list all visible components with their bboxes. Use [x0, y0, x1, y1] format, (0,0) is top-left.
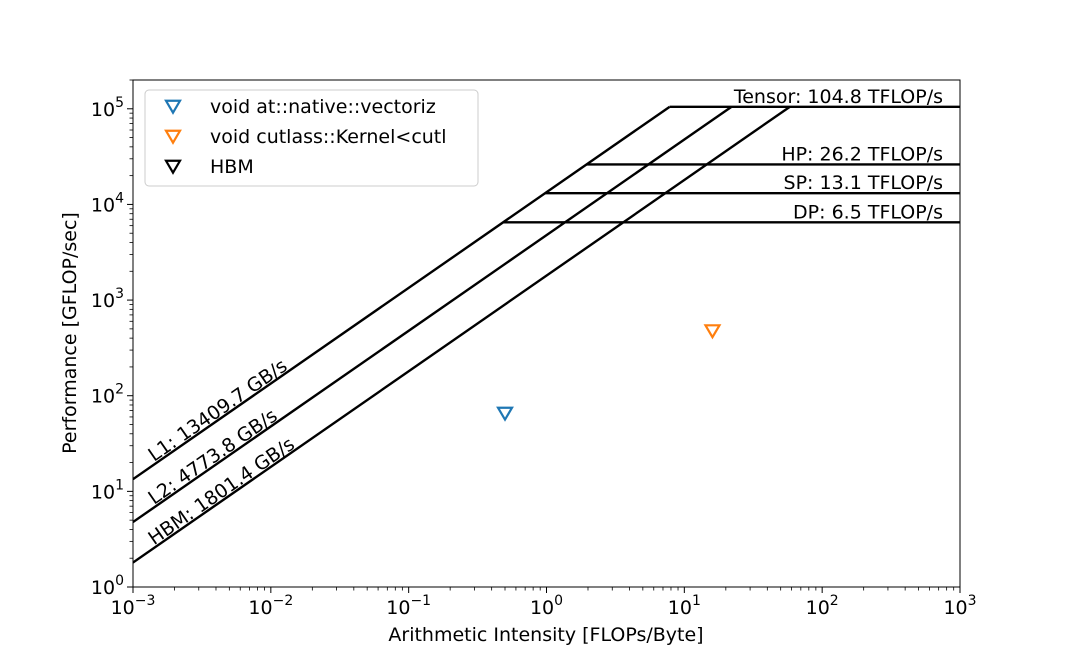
x-tick-label: 102 — [806, 593, 839, 619]
x-tick-label-base: 10 — [943, 597, 967, 619]
memory-roof-line — [133, 105, 733, 524]
y-tick-label-exponent: 4 — [115, 190, 124, 206]
legend-entry-label: void at::native::vectoriz — [210, 96, 436, 118]
compute-roof-label: Tensor: 104.8 TFLOP/s — [733, 86, 943, 108]
y-tick-label-exponent: 1 — [115, 477, 124, 493]
y-tick-label: 102 — [91, 382, 124, 408]
data-points — [496, 324, 722, 422]
x-axis-ticks: 10−3 10−2 10−1 100 101 102 103 — [111, 587, 977, 619]
x-tick-label-exponent: 0 — [554, 593, 563, 609]
y-tick-label-base: 10 — [91, 386, 115, 408]
y-tick-label-exponent: 0 — [115, 573, 124, 589]
legend-marker-triangle-icon — [164, 99, 182, 115]
compute-roof-label: SP: 13.1 TFLOP/s — [784, 172, 943, 194]
y-tick-label-exponent: 3 — [115, 286, 124, 302]
y-tick-label-base: 10 — [91, 481, 115, 503]
x-tick-label-exponent: 2 — [830, 593, 839, 609]
y-tick-label-base: 10 — [91, 577, 115, 599]
x-tick-label-base: 10 — [668, 597, 692, 619]
x-tick-label-exponent: 1 — [692, 593, 701, 609]
data-point-marker — [703, 324, 722, 340]
memory-roof-line — [133, 105, 671, 481]
x-tick-label: 10−1 — [386, 593, 431, 619]
x-tick-label: 100 — [530, 593, 563, 619]
compute-roof-label: HP: 26.2 TFLOP/s — [781, 143, 943, 165]
y-tick-label: 101 — [91, 477, 124, 503]
y-tick-label-base: 10 — [91, 99, 115, 121]
x-tick-label: 103 — [943, 593, 976, 619]
x-tick-label-base: 10 — [386, 597, 410, 619]
y-tick-label: 104 — [91, 190, 124, 216]
legend-box — [144, 89, 479, 187]
x-tick-label: 10−3 — [111, 593, 156, 619]
y-tick-label: 103 — [91, 286, 124, 312]
x-tick-label-base: 10 — [111, 597, 135, 619]
x-tick-label: 101 — [668, 593, 701, 619]
x-tick-label-base: 10 — [248, 597, 272, 619]
compute-roof-label: DP: 6.5 TFLOP/s — [793, 201, 943, 223]
legend-entry-label: void cutlass::Kernel<cutl — [210, 126, 447, 148]
x-tick-label: 10−2 — [248, 593, 293, 619]
roofline-lines — [133, 105, 960, 564]
y-tick-label: 105 — [91, 95, 124, 121]
data-point-marker — [496, 406, 514, 422]
y-tick-label-exponent: 2 — [115, 382, 124, 398]
y-tick-label-exponent: 5 — [115, 95, 124, 111]
y-tick-label: 100 — [91, 573, 124, 599]
x-tick-label-exponent: 3 — [968, 593, 977, 609]
x-tick-label-exponent: −2 — [273, 593, 294, 609]
x-tick-label-base: 10 — [806, 597, 830, 619]
y-axis-label: Performance [GFLOP/sec] — [59, 212, 81, 454]
x-axis-label: Arithmetic Intensity [FLOPs/Byte] — [388, 624, 703, 646]
x-tick-label-exponent: −1 — [410, 593, 431, 609]
legend-entry-label: HBM — [210, 156, 254, 178]
legend-marker-triangle-icon — [164, 159, 182, 175]
x-tick-label-base: 10 — [530, 597, 554, 619]
legend-marker-triangle-icon — [164, 129, 182, 145]
x-tick-label-exponent: −3 — [135, 593, 156, 609]
y-tick-label-base: 10 — [91, 194, 115, 216]
y-tick-label-base: 10 — [91, 290, 115, 312]
memory-roof-line — [133, 105, 791, 564]
